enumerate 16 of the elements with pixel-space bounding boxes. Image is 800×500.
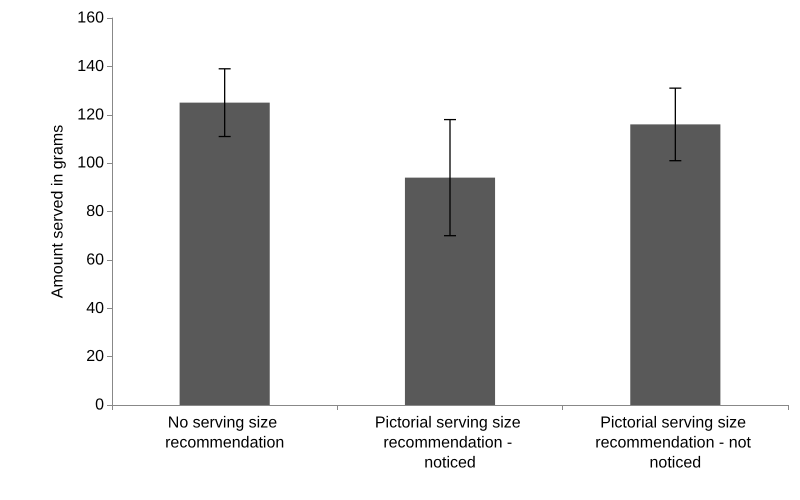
- y-tick-label: 120: [77, 106, 104, 124]
- y-tick-label: 80: [86, 203, 104, 220]
- y-tick-label: 20: [86, 348, 104, 366]
- y-axis-title: Amount served in grams: [50, 124, 66, 298]
- y-tick-label: 0: [95, 396, 104, 414]
- x-tick-label: No serving size recommendation: [165, 414, 284, 452]
- y-tick-label: 40: [86, 300, 104, 317]
- bar: [630, 124, 720, 405]
- y-tick-label: 60: [86, 251, 104, 268]
- bar: [404, 178, 496, 405]
- y-tick-label: 100: [77, 154, 104, 172]
- x-tick-label: Pictorial serving size recommendation - not noticed: [595, 414, 756, 472]
- bar: [180, 102, 270, 405]
- x-tick-label: Pictorial serving size recommendation - noticed: [374, 414, 526, 472]
- y-tick-label: 140: [77, 58, 104, 75]
- y-tick-label: 160: [77, 10, 104, 26]
